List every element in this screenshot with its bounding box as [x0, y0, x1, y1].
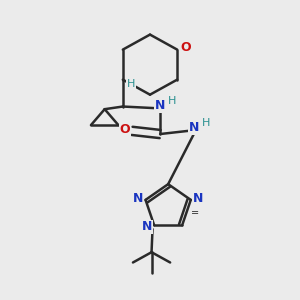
Text: N: N	[155, 99, 165, 112]
Text: H: H	[168, 96, 177, 106]
Text: O: O	[180, 40, 191, 54]
Text: =: =	[191, 208, 199, 218]
Text: H: H	[127, 80, 135, 89]
Text: N: N	[142, 220, 152, 233]
Text: H: H	[202, 118, 211, 128]
Text: N: N	[133, 192, 143, 205]
Text: N: N	[193, 192, 203, 205]
Text: N: N	[189, 121, 200, 134]
Text: O: O	[119, 123, 130, 136]
